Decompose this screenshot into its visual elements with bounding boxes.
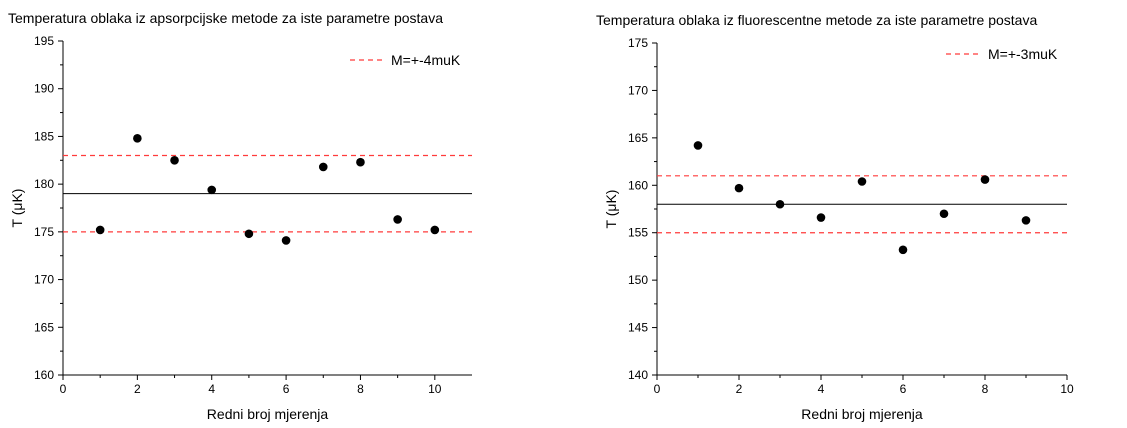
x-tick-label: 6 [283, 382, 290, 396]
y-tick-label: 195 [34, 34, 54, 48]
chart-title: Temperatura oblaka iz fluorescentne meto… [596, 12, 1037, 28]
x-tick-label: 4 [208, 382, 215, 396]
data-point [356, 157, 365, 167]
y-tick-label: 180 [34, 177, 54, 191]
x-axis-label: Redni broj mjerenja [207, 406, 329, 422]
data-point [393, 215, 402, 224]
data-point [281, 236, 291, 245]
x-tick-label: 0 [60, 382, 67, 396]
data-point [170, 155, 179, 165]
x-tick-label: 0 [654, 382, 661, 396]
y-tick-label: 165 [34, 320, 54, 334]
y-tick-label: 160 [34, 368, 54, 382]
chart-panel-1: Temperatura oblaka iz apsorpcijske metod… [8, 10, 472, 422]
data-point [898, 245, 908, 255]
y-tick-label: 140 [628, 368, 648, 382]
data-point [318, 162, 328, 172]
x-tick-label: 8 [357, 382, 364, 396]
data-point [980, 175, 990, 184]
chart-title: Temperatura oblaka iz apsorpcijske metod… [8, 10, 443, 26]
data-point [1021, 216, 1031, 225]
data-point [207, 185, 217, 195]
data-point [939, 209, 949, 219]
y-tick-label: 145 [628, 321, 648, 335]
legend-label: M=+-4muK [391, 52, 461, 68]
legend-label: M=+-3muK [988, 46, 1058, 62]
data-point [95, 225, 105, 235]
x-tick-label: 2 [134, 382, 141, 396]
y-tick-label: 170 [628, 83, 648, 97]
y-tick-label: 190 [34, 82, 54, 96]
data-point [775, 199, 785, 209]
x-tick-label: 2 [736, 382, 743, 396]
y-tick-label: 175 [628, 36, 648, 50]
y-tick-label: 160 [628, 178, 648, 192]
y-tick-label: 165 [628, 131, 648, 145]
data-point [734, 183, 744, 193]
data-point [244, 229, 254, 239]
x-axis-label: Redni broj mjerenja [801, 406, 923, 422]
y-tick-label: 170 [34, 273, 54, 287]
y-tick-label: 150 [628, 273, 648, 287]
x-tick-label: 6 [900, 382, 907, 396]
y-tick-label: 175 [34, 225, 54, 239]
x-tick-label: 10 [1060, 382, 1074, 396]
chart-panel-2: Temperatura oblaka iz fluorescentne meto… [596, 12, 1074, 422]
y-axis-label: T (μK) [603, 190, 619, 229]
x-tick-label: 4 [818, 382, 825, 396]
y-axis-label: T (μK) [9, 189, 25, 228]
data-point [816, 213, 826, 222]
x-tick-label: 8 [982, 382, 989, 396]
data-point [693, 141, 703, 150]
x-tick-label: 10 [428, 382, 442, 396]
y-tick-label: 185 [34, 129, 54, 143]
y-tick-label: 155 [628, 226, 648, 240]
data-point [133, 134, 142, 143]
data-point [430, 225, 440, 235]
data-point [857, 177, 867, 186]
